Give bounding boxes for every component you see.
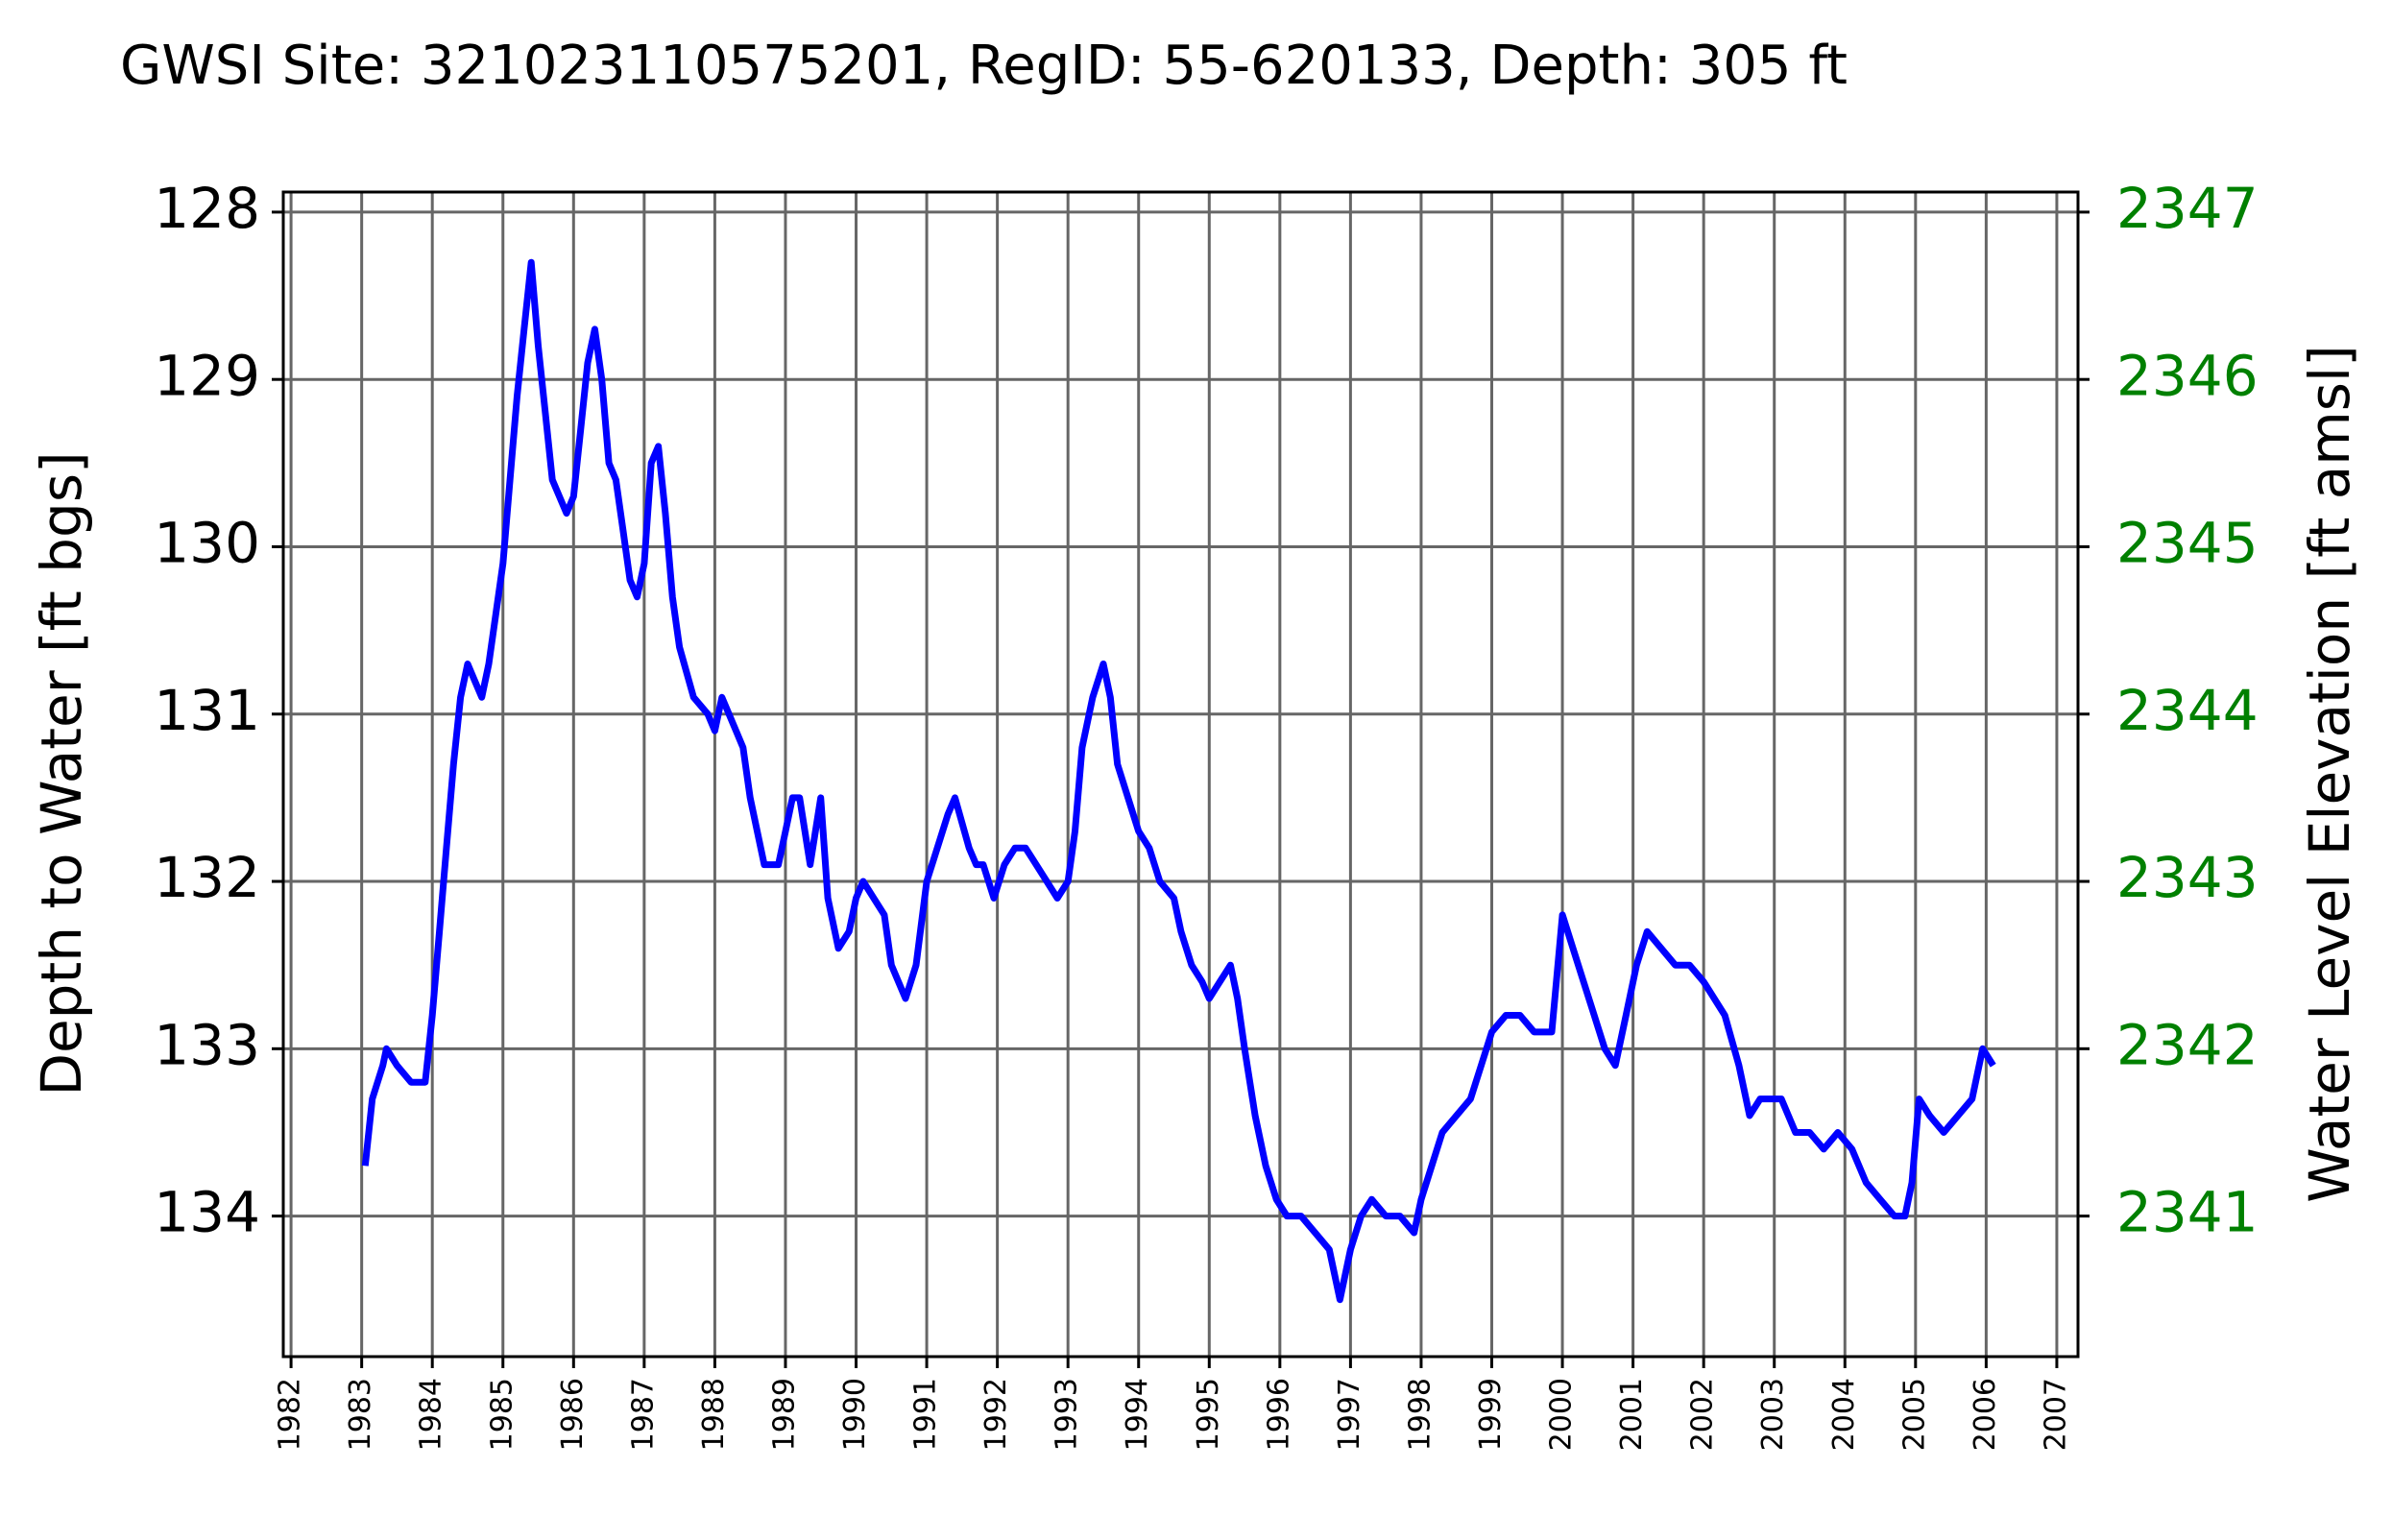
x-tick-label: 1999 — [1474, 1378, 1508, 1451]
x-tick-label: 1987 — [626, 1378, 660, 1451]
y-tick-label: 133 — [154, 1012, 260, 1077]
x-tick-label: 1983 — [344, 1378, 377, 1451]
x-tick-label: 1998 — [1403, 1378, 1437, 1451]
x-tick-label: 1990 — [838, 1378, 872, 1451]
x-tick-label: 2006 — [1969, 1378, 2002, 1451]
y-tick-label: 134 — [154, 1180, 260, 1245]
y-tick-label: 128 — [154, 176, 260, 241]
x-tick-label: 1992 — [979, 1378, 1013, 1451]
x-tick-label: 2002 — [1686, 1378, 1720, 1451]
data-line — [361, 258, 1996, 1304]
y2-tick-label: 2341 — [2116, 1180, 2259, 1245]
y-tick-label: 132 — [154, 845, 260, 910]
x-tick-label: 2004 — [1827, 1378, 1861, 1451]
x-tick-label: 2007 — [2039, 1378, 2072, 1451]
y-tick-label: 129 — [154, 343, 260, 408]
x-tick-label: 1993 — [1051, 1378, 1084, 1451]
x-tick-label: 1991 — [909, 1378, 943, 1451]
x-tick-label: 1997 — [1333, 1378, 1366, 1451]
x-tick-label: 1984 — [415, 1378, 448, 1451]
y-tick-label: 131 — [154, 678, 260, 743]
x-tick-label: 1995 — [1192, 1378, 1225, 1451]
y2-axis-label: Water Level Elevation [ft amsl] — [2297, 345, 2362, 1202]
x-tick-label: 2001 — [1615, 1378, 1649, 1451]
y2-tick-label: 2345 — [2116, 511, 2259, 576]
plot-frame — [281, 190, 2080, 1359]
x-tick-label: 1996 — [1262, 1378, 1295, 1451]
y-tick-label: 130 — [154, 511, 260, 576]
x-tick-label: 1985 — [485, 1378, 519, 1451]
y2-tick-label: 2343 — [2116, 845, 2259, 910]
x-tick-label: 1982 — [274, 1378, 307, 1451]
chart-title: GWSI Site: 321023110575201, RegID: 55-62… — [120, 35, 1848, 97]
x-tick-label: 2005 — [1897, 1378, 1931, 1451]
x-tick-label: 1988 — [697, 1378, 731, 1451]
x-tick-label: 1989 — [767, 1378, 801, 1451]
y2-tick-label: 2347 — [2116, 176, 2259, 241]
x-tick-label: 1986 — [556, 1378, 590, 1451]
y2-tick-label: 2346 — [2116, 343, 2259, 408]
y-axis-label: Depth to Water [ft bgs] — [29, 451, 94, 1095]
y2-tick-label: 2342 — [2116, 1012, 2259, 1077]
x-tick-label: 2003 — [1756, 1378, 1790, 1451]
x-tick-label: 1994 — [1121, 1378, 1154, 1451]
x-tick-label: 2000 — [1545, 1378, 1579, 1451]
y2-tick-label: 2344 — [2116, 678, 2259, 743]
